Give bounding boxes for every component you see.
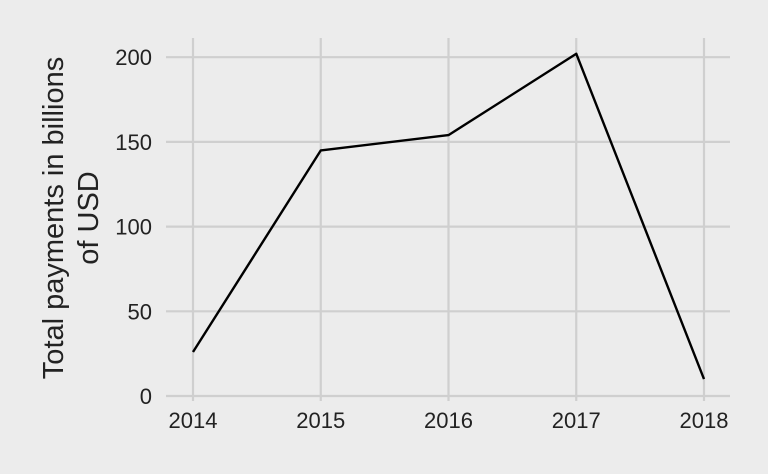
x-tick-label: 2015 [296, 408, 345, 433]
y-tick-label: 50 [128, 299, 152, 324]
y-axis-ticks: 0 50 100 150 200 [115, 45, 152, 409]
grid [166, 38, 730, 401]
y-tick-label: 100 [115, 215, 152, 240]
y-tick-label: 200 [115, 45, 152, 70]
y-tick-label: 0 [140, 384, 152, 409]
x-tick-label: 2016 [424, 408, 473, 433]
y-axis-title-line-1: Total payments in billions [38, 57, 70, 379]
y-axis-title-line-2: of USD [73, 171, 105, 264]
x-axis-ticks: 2014 2015 2016 2017 2018 [169, 408, 729, 433]
y-tick-label: 150 [115, 130, 152, 155]
x-tick-label: 2018 [680, 408, 729, 433]
x-tick-label: 2014 [169, 408, 218, 433]
x-tick-label: 2017 [552, 408, 601, 433]
